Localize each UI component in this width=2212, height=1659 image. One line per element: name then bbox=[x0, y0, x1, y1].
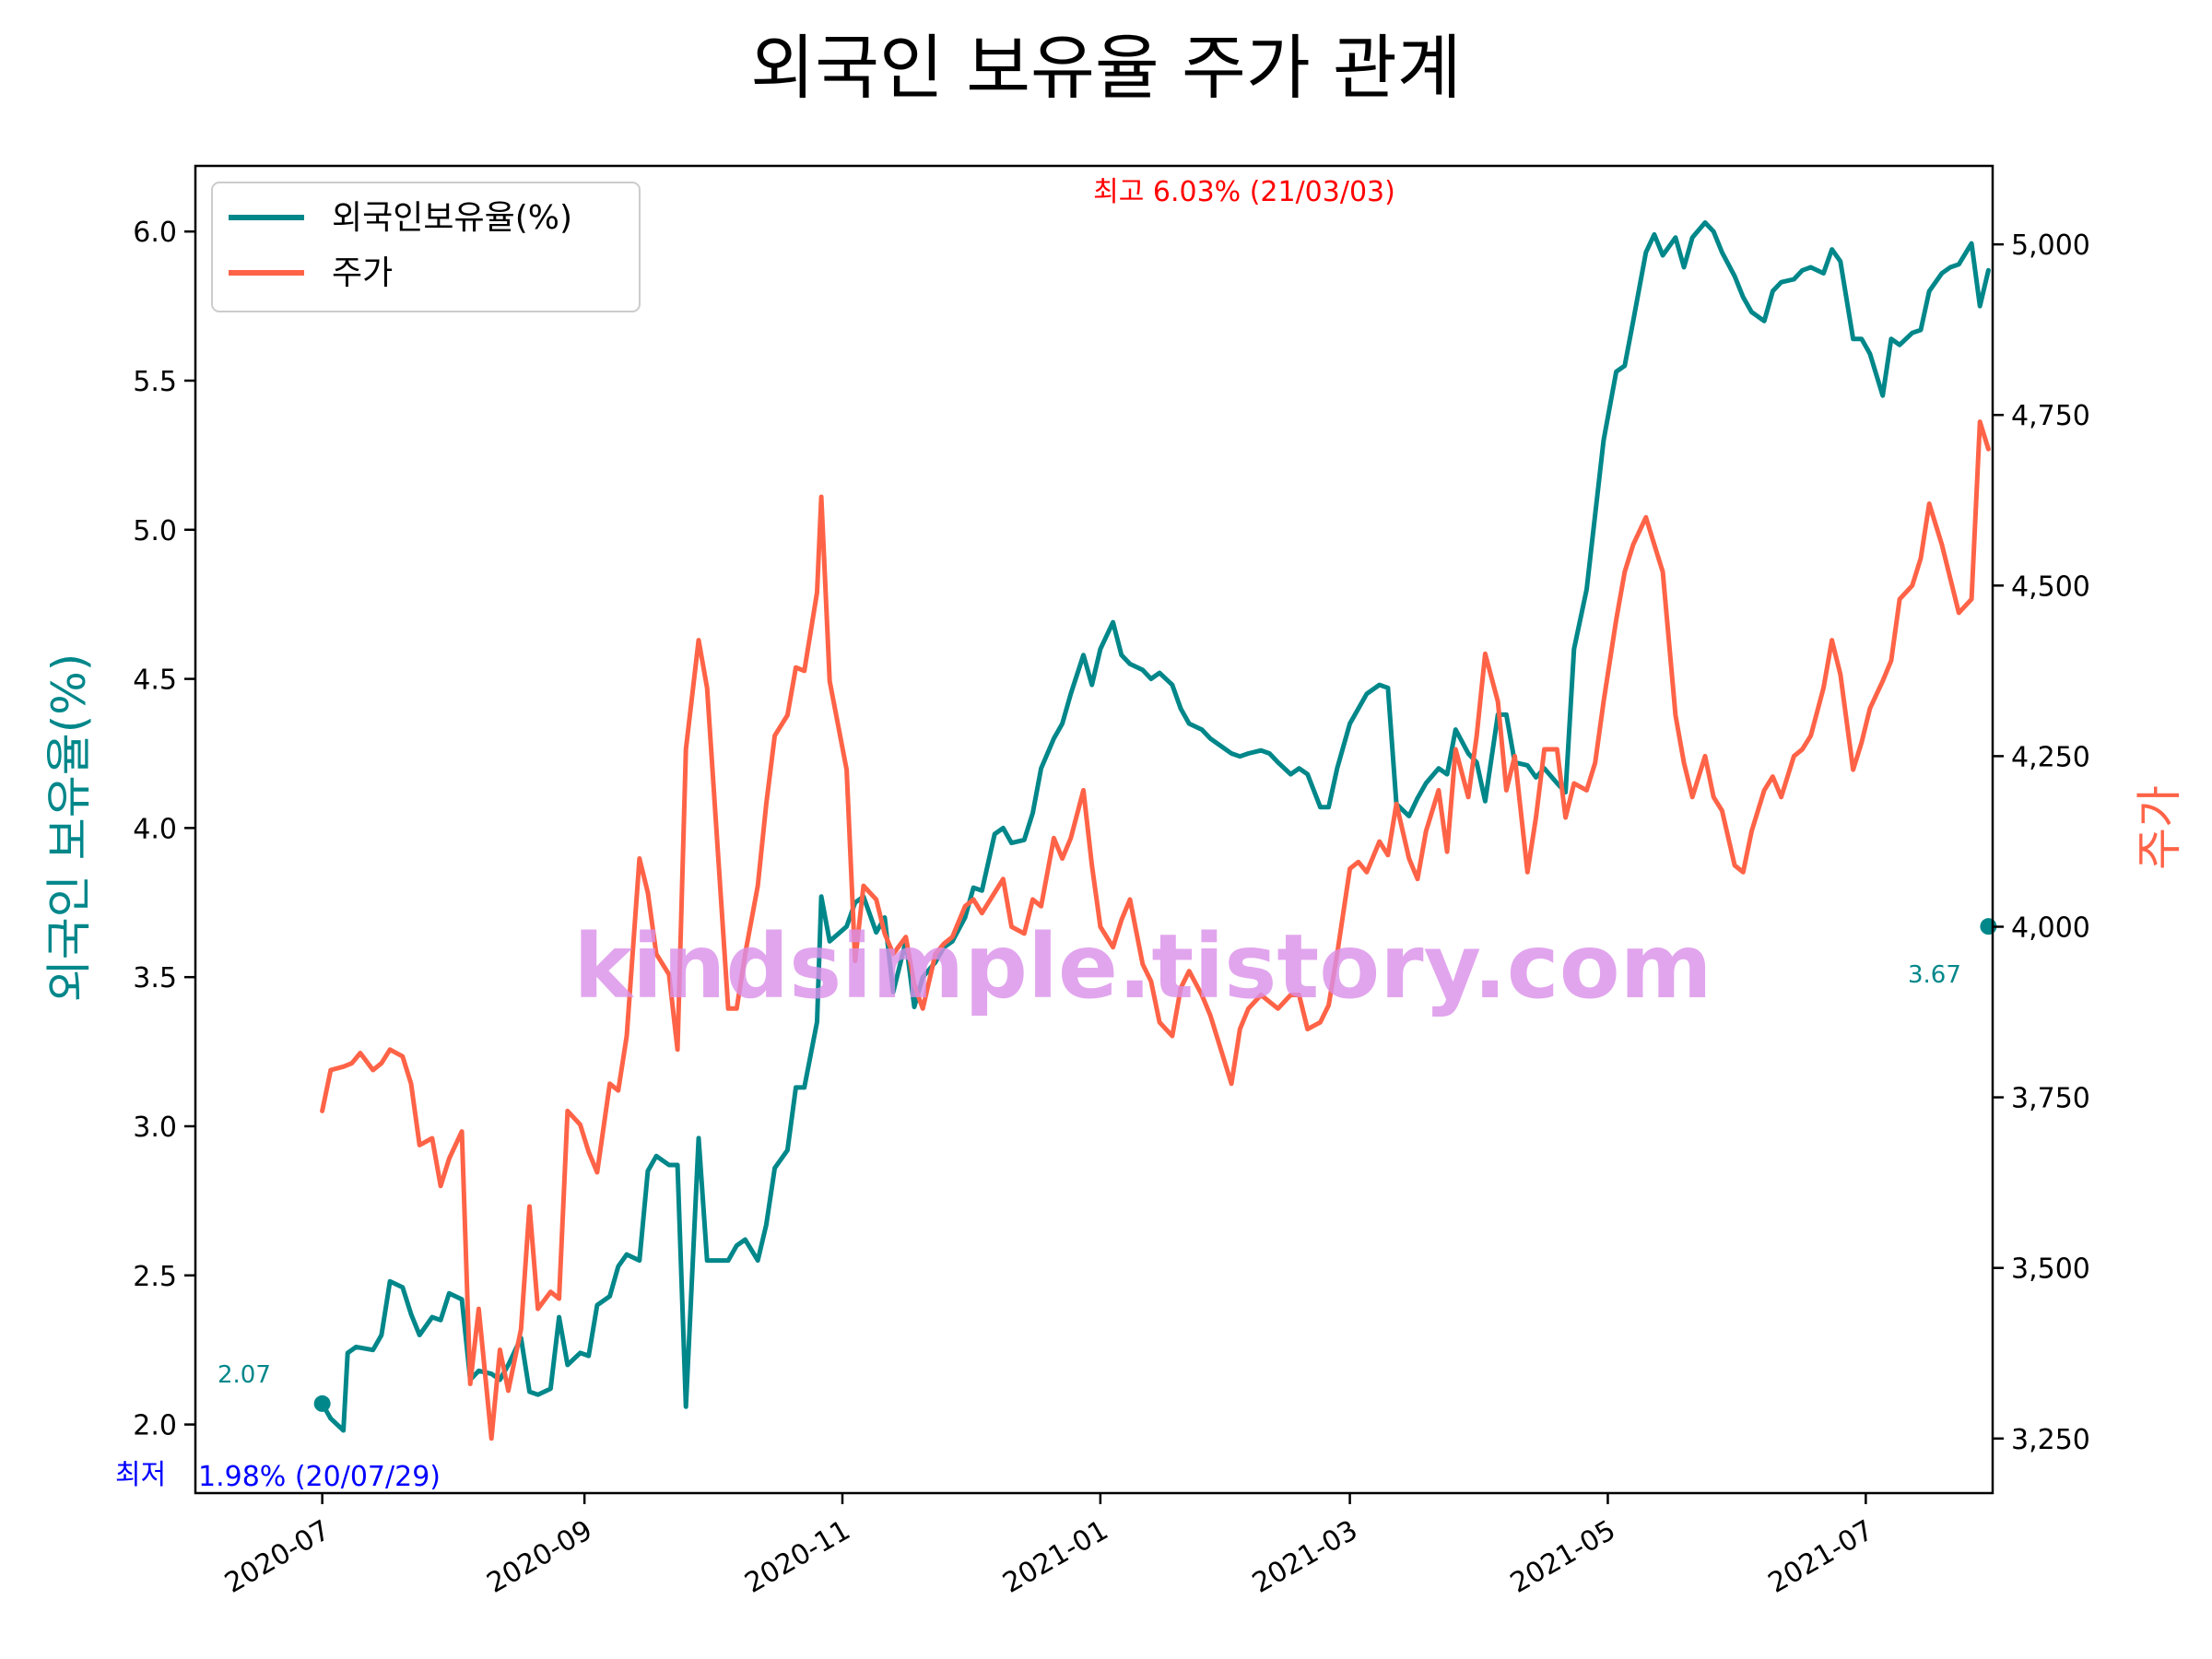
min-annotation-value: 1.98% (20/07/29) bbox=[198, 1461, 441, 1493]
y-axis-right-label: 주가 bbox=[2133, 785, 2186, 870]
legend-entry-price: 주가 bbox=[332, 254, 393, 292]
max-annotation: 최고 6.03% (21/03/03) bbox=[1093, 176, 1395, 208]
y-right-tick-label: 4,500 bbox=[2011, 571, 2090, 603]
y-right-tick-label: 4,000 bbox=[2011, 912, 2090, 945]
y-left-tick-label: 3.5 bbox=[133, 962, 177, 994]
y-axis-left: 2.0 2.5 3.0 3.5 4.0 4.5 5.0 5.5 6.0 bbox=[133, 217, 195, 1442]
y-left-tick-label: 2.5 bbox=[133, 1261, 177, 1293]
min-annotation-label: 최저 bbox=[115, 1459, 166, 1491]
y-left-tick-label: 5.0 bbox=[133, 515, 177, 547]
legend-box bbox=[211, 182, 641, 312]
y-axis-left-label: 외국인 보유율(%) bbox=[42, 653, 96, 1002]
y-left-tick-label: 5.5 bbox=[133, 366, 177, 398]
y-right-tick-label: 3,500 bbox=[2011, 1253, 2090, 1286]
y-right-tick-label: 5,000 bbox=[2011, 229, 2090, 262]
series-line-foreign bbox=[320, 220, 1991, 1433]
watermark: kindsimple.tistory.com bbox=[573, 915, 1712, 1018]
series-line-price bbox=[320, 419, 1991, 1441]
start-value-label: 2.07 bbox=[218, 1361, 271, 1389]
y-right-tick-label: 3,250 bbox=[2011, 1424, 2090, 1456]
legend: 외국인보유율(%) 주가 bbox=[211, 182, 641, 312]
y-left-tick-label: 4.0 bbox=[133, 813, 177, 845]
y-left-tick-label: 3.0 bbox=[133, 1112, 177, 1144]
plot-area bbox=[313, 220, 1997, 1441]
y-left-tick-label: 4.5 bbox=[133, 665, 177, 697]
y-axis-right: 3,250 3,500 3,750 4,000 4,250 4,500 4,750 5,000 bbox=[1993, 229, 2090, 1456]
y-right-tick-label: 3,750 bbox=[2011, 1083, 2090, 1115]
legend-entry-foreign: 외국인보유율(%) bbox=[332, 199, 572, 237]
y-left-tick-label: 2.0 bbox=[133, 1410, 177, 1442]
y-left-tick-label: 6.0 bbox=[133, 217, 177, 249]
y-right-tick-label: 4,750 bbox=[2011, 400, 2090, 432]
plot-frame bbox=[194, 164, 1994, 1495]
end-value-label: 3.67 bbox=[1908, 961, 1961, 989]
chart-title: 외국인 보유율 주가 관계 bbox=[750, 27, 1462, 109]
start-marker bbox=[313, 1394, 331, 1412]
y-right-tick-label: 4,250 bbox=[2011, 741, 2090, 773]
